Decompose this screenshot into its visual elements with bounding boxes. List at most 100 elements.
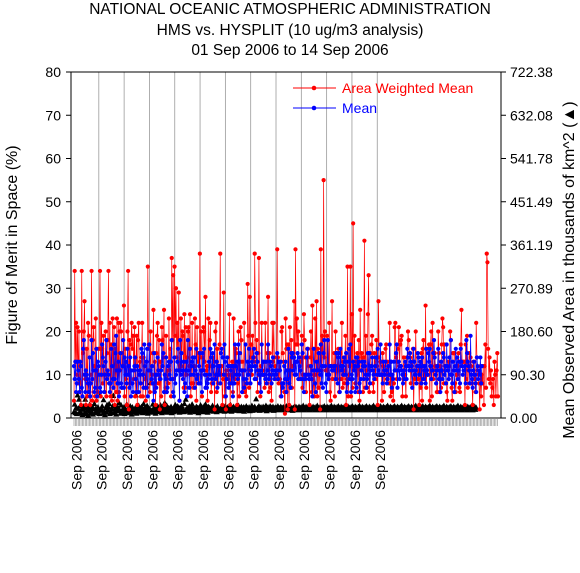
area-weighted-mean-point xyxy=(84,346,89,351)
area-marker xyxy=(181,400,188,407)
mean-point xyxy=(336,355,341,360)
mean-point xyxy=(380,381,385,386)
mean-point xyxy=(104,338,109,343)
mean-point xyxy=(448,338,453,343)
mean-point xyxy=(84,372,89,377)
mean-point xyxy=(100,342,105,347)
mean-point xyxy=(184,359,189,364)
mean-point xyxy=(362,359,367,364)
mean-point xyxy=(135,364,140,369)
mean-point xyxy=(470,385,475,390)
mean-point xyxy=(320,385,326,390)
mean-point xyxy=(100,355,105,360)
mean-point xyxy=(424,368,430,373)
area-weighted-mean-point xyxy=(316,385,321,390)
area-weighted-mean-point xyxy=(411,407,416,412)
area-weighted-mean-point xyxy=(419,351,424,356)
mean-point xyxy=(263,376,268,382)
area-weighted-mean-point xyxy=(86,333,91,338)
area-weighted-mean-point xyxy=(448,329,453,334)
mean-point xyxy=(178,372,183,377)
mean-point xyxy=(400,372,405,377)
area-weighted-mean-point xyxy=(190,320,195,325)
mean-point xyxy=(434,381,439,386)
x-tick-label: Sep 2006 xyxy=(144,430,160,490)
mean-point xyxy=(344,351,349,356)
mean-point xyxy=(325,338,330,343)
x-tick-label: Sep 2006 xyxy=(119,430,135,490)
area-weighted-mean-point xyxy=(271,320,276,325)
area-weighted-mean-point xyxy=(294,316,299,321)
area-weighted-mean-point xyxy=(310,303,315,308)
mean-point xyxy=(369,364,374,369)
area-weighted-mean-point xyxy=(327,389,333,395)
area-weighted-mean-point xyxy=(380,351,385,356)
mean-point xyxy=(416,355,421,360)
area-weighted-mean-point xyxy=(74,320,79,325)
area-weighted-mean-point xyxy=(375,402,380,408)
mean-point xyxy=(405,355,411,360)
area-weighted-mean-point xyxy=(348,394,354,399)
mean-point xyxy=(209,355,214,360)
area-weighted-mean-point xyxy=(363,333,368,338)
mean-point xyxy=(199,389,205,395)
area-weighted-mean-point xyxy=(208,320,213,325)
area-weighted-mean-point xyxy=(418,385,423,390)
mean-point xyxy=(212,342,217,347)
mean-point xyxy=(72,376,77,382)
area-weighted-mean-point xyxy=(307,402,312,408)
chart-title-line-1: NATIONAL OCEANIC ATMOSPHERIC ADMINISTRAT… xyxy=(89,1,491,18)
area-weighted-mean-point xyxy=(206,316,211,321)
mean-point xyxy=(104,376,110,382)
mean-point xyxy=(394,342,399,347)
mean-point xyxy=(333,376,338,382)
mean-point xyxy=(319,381,324,386)
area-weighted-mean-point xyxy=(162,402,167,408)
mean-point xyxy=(409,364,414,369)
mean-point xyxy=(287,368,292,373)
mean-point xyxy=(171,394,176,399)
area-weighted-mean-point xyxy=(369,342,374,347)
mean-point xyxy=(430,368,435,373)
area-marker xyxy=(152,410,159,416)
chart-title-line-3: 01 Sep 2006 to 14 Sep 2006 xyxy=(191,42,388,59)
mean-point xyxy=(256,372,262,377)
y-left-tick-label: 20 xyxy=(45,324,61,340)
area-weighted-mean-point xyxy=(166,381,171,386)
area-weighted-mean-point xyxy=(291,299,297,304)
area-weighted-mean-point xyxy=(78,402,84,408)
mean-point xyxy=(414,381,419,386)
area-weighted-mean-point xyxy=(129,320,134,325)
mean-point xyxy=(235,359,240,364)
area-weighted-mean-point xyxy=(123,376,129,382)
area-weighted-mean-point xyxy=(387,320,392,325)
area-weighted-mean-point xyxy=(259,320,264,325)
mean-point xyxy=(412,372,418,377)
area-weighted-mean-point xyxy=(258,394,263,399)
mean-point xyxy=(449,372,454,377)
area-weighted-mean-point xyxy=(495,351,500,356)
mean-point xyxy=(336,351,342,356)
mean-point xyxy=(98,389,103,395)
area-weighted-mean-point xyxy=(213,320,219,325)
mean-point xyxy=(185,394,190,399)
area-weighted-mean-point xyxy=(235,402,240,408)
area-weighted-mean-point xyxy=(332,394,337,399)
mean-point xyxy=(237,372,242,377)
mean-point xyxy=(364,385,369,390)
mean-point xyxy=(441,351,446,356)
mean-point xyxy=(86,389,91,395)
mean-point xyxy=(158,376,163,382)
mean-point xyxy=(156,372,162,377)
mean-point xyxy=(204,385,209,390)
mean-point xyxy=(218,381,223,386)
mean-point xyxy=(130,381,135,386)
mean-point xyxy=(76,376,82,382)
mean-point xyxy=(407,368,412,373)
area-marker xyxy=(187,409,194,415)
area-weighted-mean-point xyxy=(119,329,124,334)
mean-point xyxy=(346,359,351,364)
area-weighted-mean-point xyxy=(367,389,372,395)
mean-point xyxy=(462,368,467,373)
area-weighted-mean-point xyxy=(98,394,103,399)
